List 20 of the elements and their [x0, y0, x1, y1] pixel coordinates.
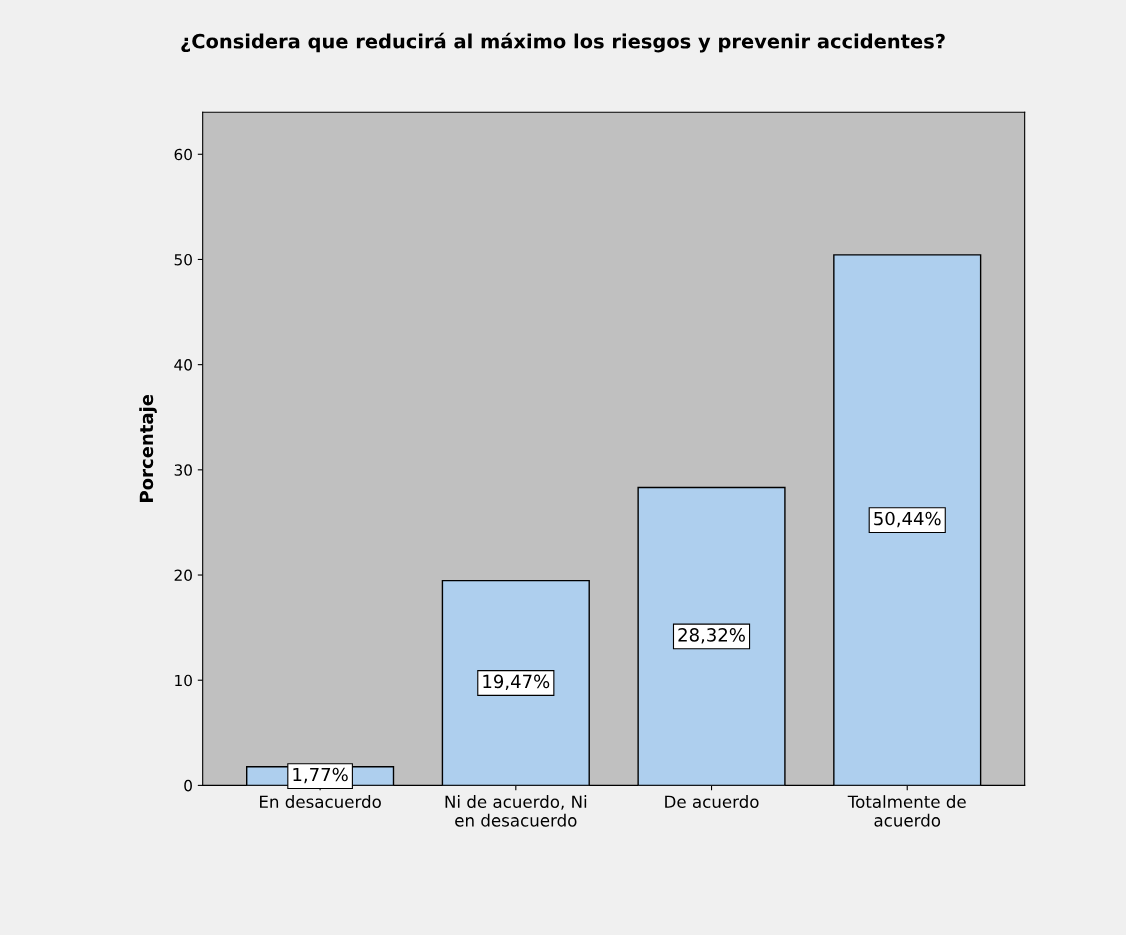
- x-tick-label: Totalmente de acuerdo: [847, 795, 966, 827]
- x-tick-label: En desacuerdo: [260, 795, 381, 809]
- y-tick-label: 50: [174, 253, 192, 266]
- y-tick-label: 0: [184, 779, 192, 792]
- data-label: 28,32%: [678, 628, 745, 644]
- y-tick-label: 40: [174, 359, 192, 371]
- bar: [637, 486, 786, 786]
- bar: [833, 254, 982, 786]
- x-tick-label: Ni de acuerdo, Ni en desacuerdo: [445, 795, 587, 827]
- bar: [441, 579, 590, 786]
- y-axis-title: Porcentaje: [139, 394, 157, 502]
- y-tick-label: 10: [175, 674, 192, 687]
- chart-title: ¿Considera que reducirá al máximo los riesgos y prevenir accidentes?: [181, 32, 945, 53]
- y-tick-label: 30: [174, 464, 192, 476]
- data-label: 19,47%: [483, 674, 550, 691]
- y-tick-label: 60: [174, 148, 192, 161]
- data-label: 1,77%: [293, 767, 348, 784]
- data-label: 50,44%: [874, 511, 941, 528]
- x-tick-label: De acuerdo: [665, 795, 759, 809]
- y-tick-label: 20: [174, 569, 192, 582]
